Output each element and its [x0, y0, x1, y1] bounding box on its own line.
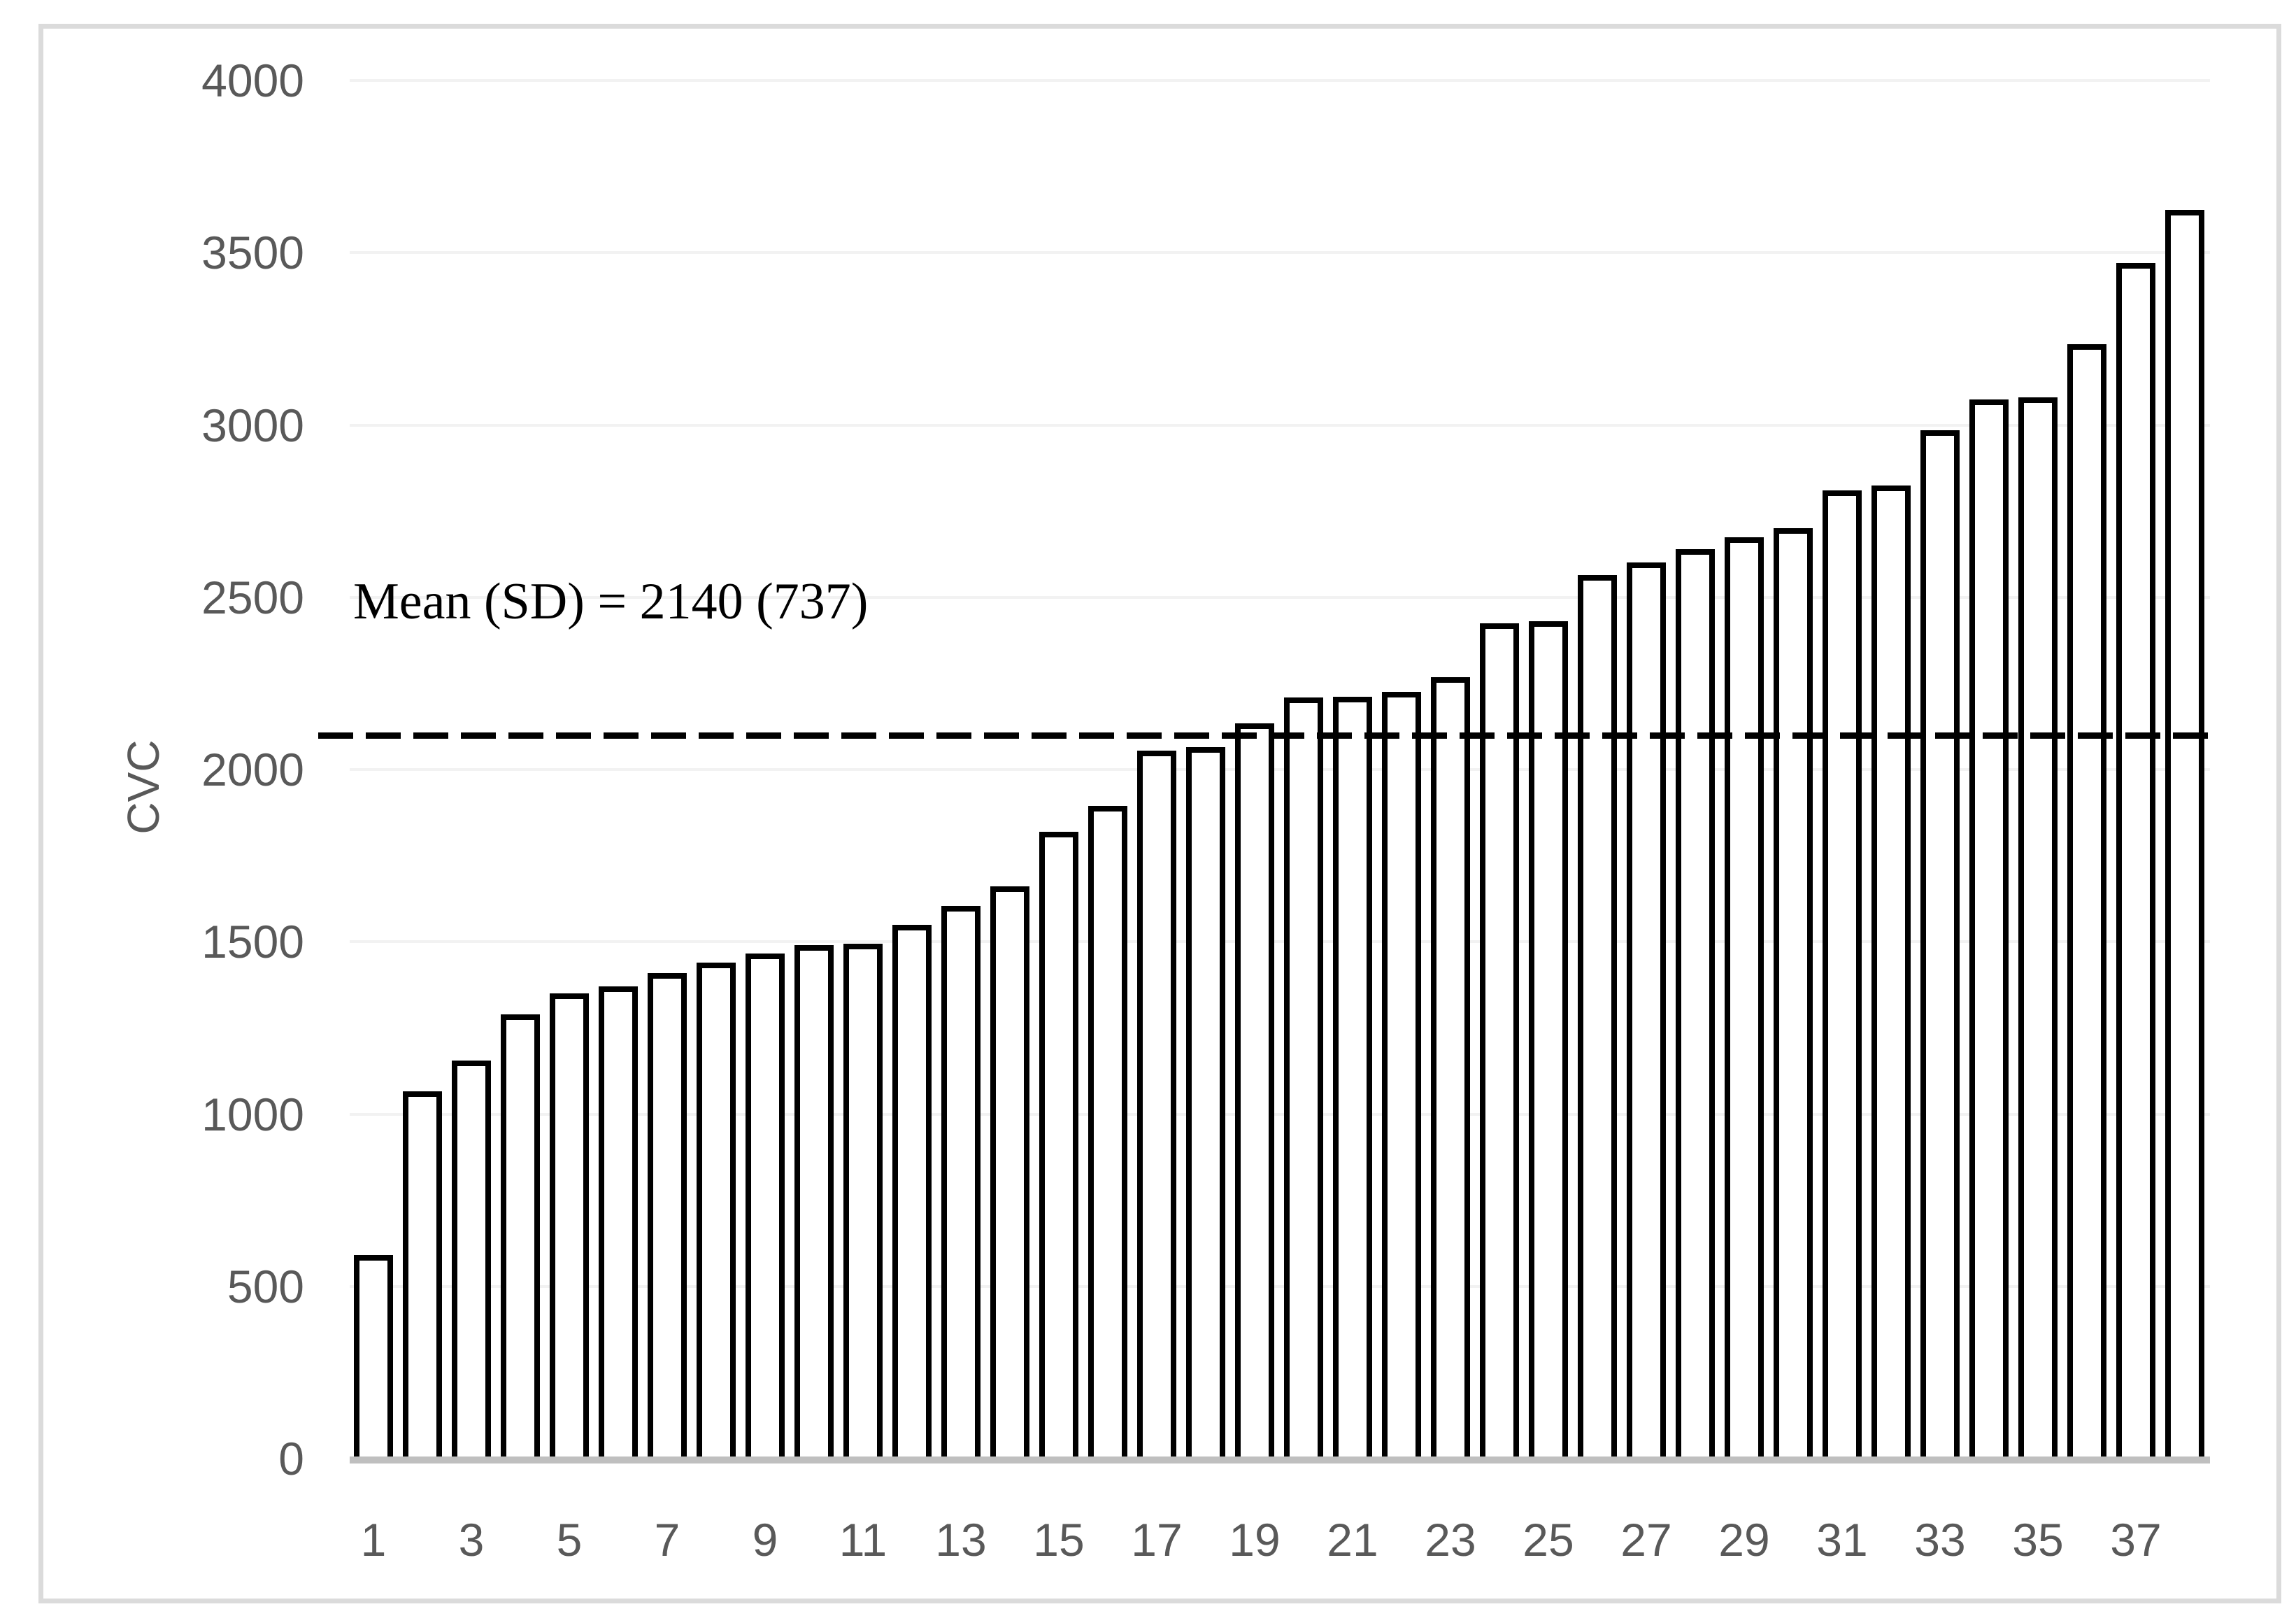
bar-30	[1774, 528, 1813, 1463]
y-tick-label-4000: 4000	[201, 55, 304, 106]
bar-12	[892, 925, 932, 1463]
bar-17	[1137, 751, 1176, 1463]
x-tick-label-21: 21	[1327, 1514, 1378, 1566]
bar-27	[1627, 562, 1666, 1463]
bar-1	[354, 1255, 393, 1463]
x-tick-label-35: 35	[2012, 1514, 2064, 1566]
bar-6	[599, 986, 638, 1463]
y-tick-label-3500: 3500	[201, 227, 304, 278]
bar-29	[1725, 537, 1764, 1463]
x-tick-label-15: 15	[1033, 1514, 1085, 1566]
mean-sd-annotation: Mean (SD) = 2140 (737)	[353, 573, 869, 630]
bar-36	[2067, 344, 2106, 1463]
bar-7	[648, 973, 687, 1463]
x-tick-label-3: 3	[458, 1514, 485, 1566]
gridline-500	[350, 1285, 2210, 1288]
y-tick-label-0: 0	[278, 1433, 304, 1484]
x-tick-label-19: 19	[1229, 1514, 1281, 1566]
mean-dashed-line	[318, 732, 2210, 739]
x-tick-label-7: 7	[654, 1514, 680, 1566]
bar-15	[1039, 832, 1078, 1463]
bar-3	[452, 1061, 491, 1463]
bar-16	[1088, 806, 1127, 1463]
x-tick-label-29: 29	[1718, 1514, 1770, 1566]
bar-31	[1823, 490, 1862, 1463]
bar-19	[1235, 723, 1274, 1463]
bar-28	[1676, 549, 1715, 1463]
x-tick-label-11: 11	[839, 1514, 887, 1566]
bar-34	[1969, 399, 2009, 1463]
x-tick-label-25: 25	[1523, 1514, 1574, 1566]
y-tick-label-2500: 2500	[201, 572, 304, 623]
bar-5	[550, 993, 589, 1463]
bar-33	[1920, 430, 1960, 1463]
y-tick-label-500: 500	[227, 1261, 304, 1312]
bar-20	[1284, 697, 1323, 1463]
gridline-1500	[350, 940, 2210, 943]
gridline-2000	[350, 768, 2210, 771]
x-tick-label-23: 23	[1425, 1514, 1476, 1566]
bar-25	[1529, 621, 1568, 1463]
x-tick-label-37: 37	[2110, 1514, 2162, 1566]
gridline-3000	[350, 424, 2210, 427]
bar-26	[1578, 575, 1617, 1463]
x-tick-label-9: 9	[752, 1514, 778, 1566]
bar-9	[746, 954, 785, 1463]
bar-2	[403, 1091, 442, 1463]
bar-10	[794, 945, 834, 1463]
bar-4	[501, 1014, 540, 1463]
x-tick-label-31: 31	[1816, 1514, 1868, 1566]
bar-24	[1480, 623, 1519, 1463]
x-tick-label-13: 13	[935, 1514, 987, 1566]
x-axis-baseline	[350, 1457, 2210, 1463]
bar-22	[1382, 692, 1421, 1463]
y-tick-label-1000: 1000	[201, 1089, 304, 1140]
bar-35	[2018, 397, 2058, 1463]
bar-13	[941, 906, 981, 1463]
bar-8	[697, 963, 736, 1463]
y-tick-label-1500: 1500	[201, 916, 304, 968]
bar-37	[2116, 263, 2155, 1463]
bar-11	[843, 944, 883, 1463]
bar-32	[1871, 486, 1911, 1463]
x-tick-label-33: 33	[1914, 1514, 1966, 1566]
x-tick-label-1: 1	[360, 1514, 387, 1566]
bar-14	[990, 886, 1029, 1463]
x-tick-label-17: 17	[1131, 1514, 1183, 1566]
x-tick-label-5: 5	[556, 1514, 583, 1566]
gridline-3500	[350, 251, 2210, 254]
gridline-2500	[350, 596, 2210, 599]
y-tick-label-2000: 2000	[201, 744, 304, 795]
x-tick-label-27: 27	[1620, 1514, 1672, 1566]
y-tick-label-3000: 3000	[201, 399, 304, 451]
bar-38	[2165, 210, 2204, 1463]
bar-21	[1333, 697, 1372, 1463]
bar-18	[1186, 747, 1225, 1463]
gridline-4000	[350, 79, 2210, 82]
bar-23	[1431, 677, 1470, 1463]
gridline-1000	[350, 1113, 2210, 1116]
